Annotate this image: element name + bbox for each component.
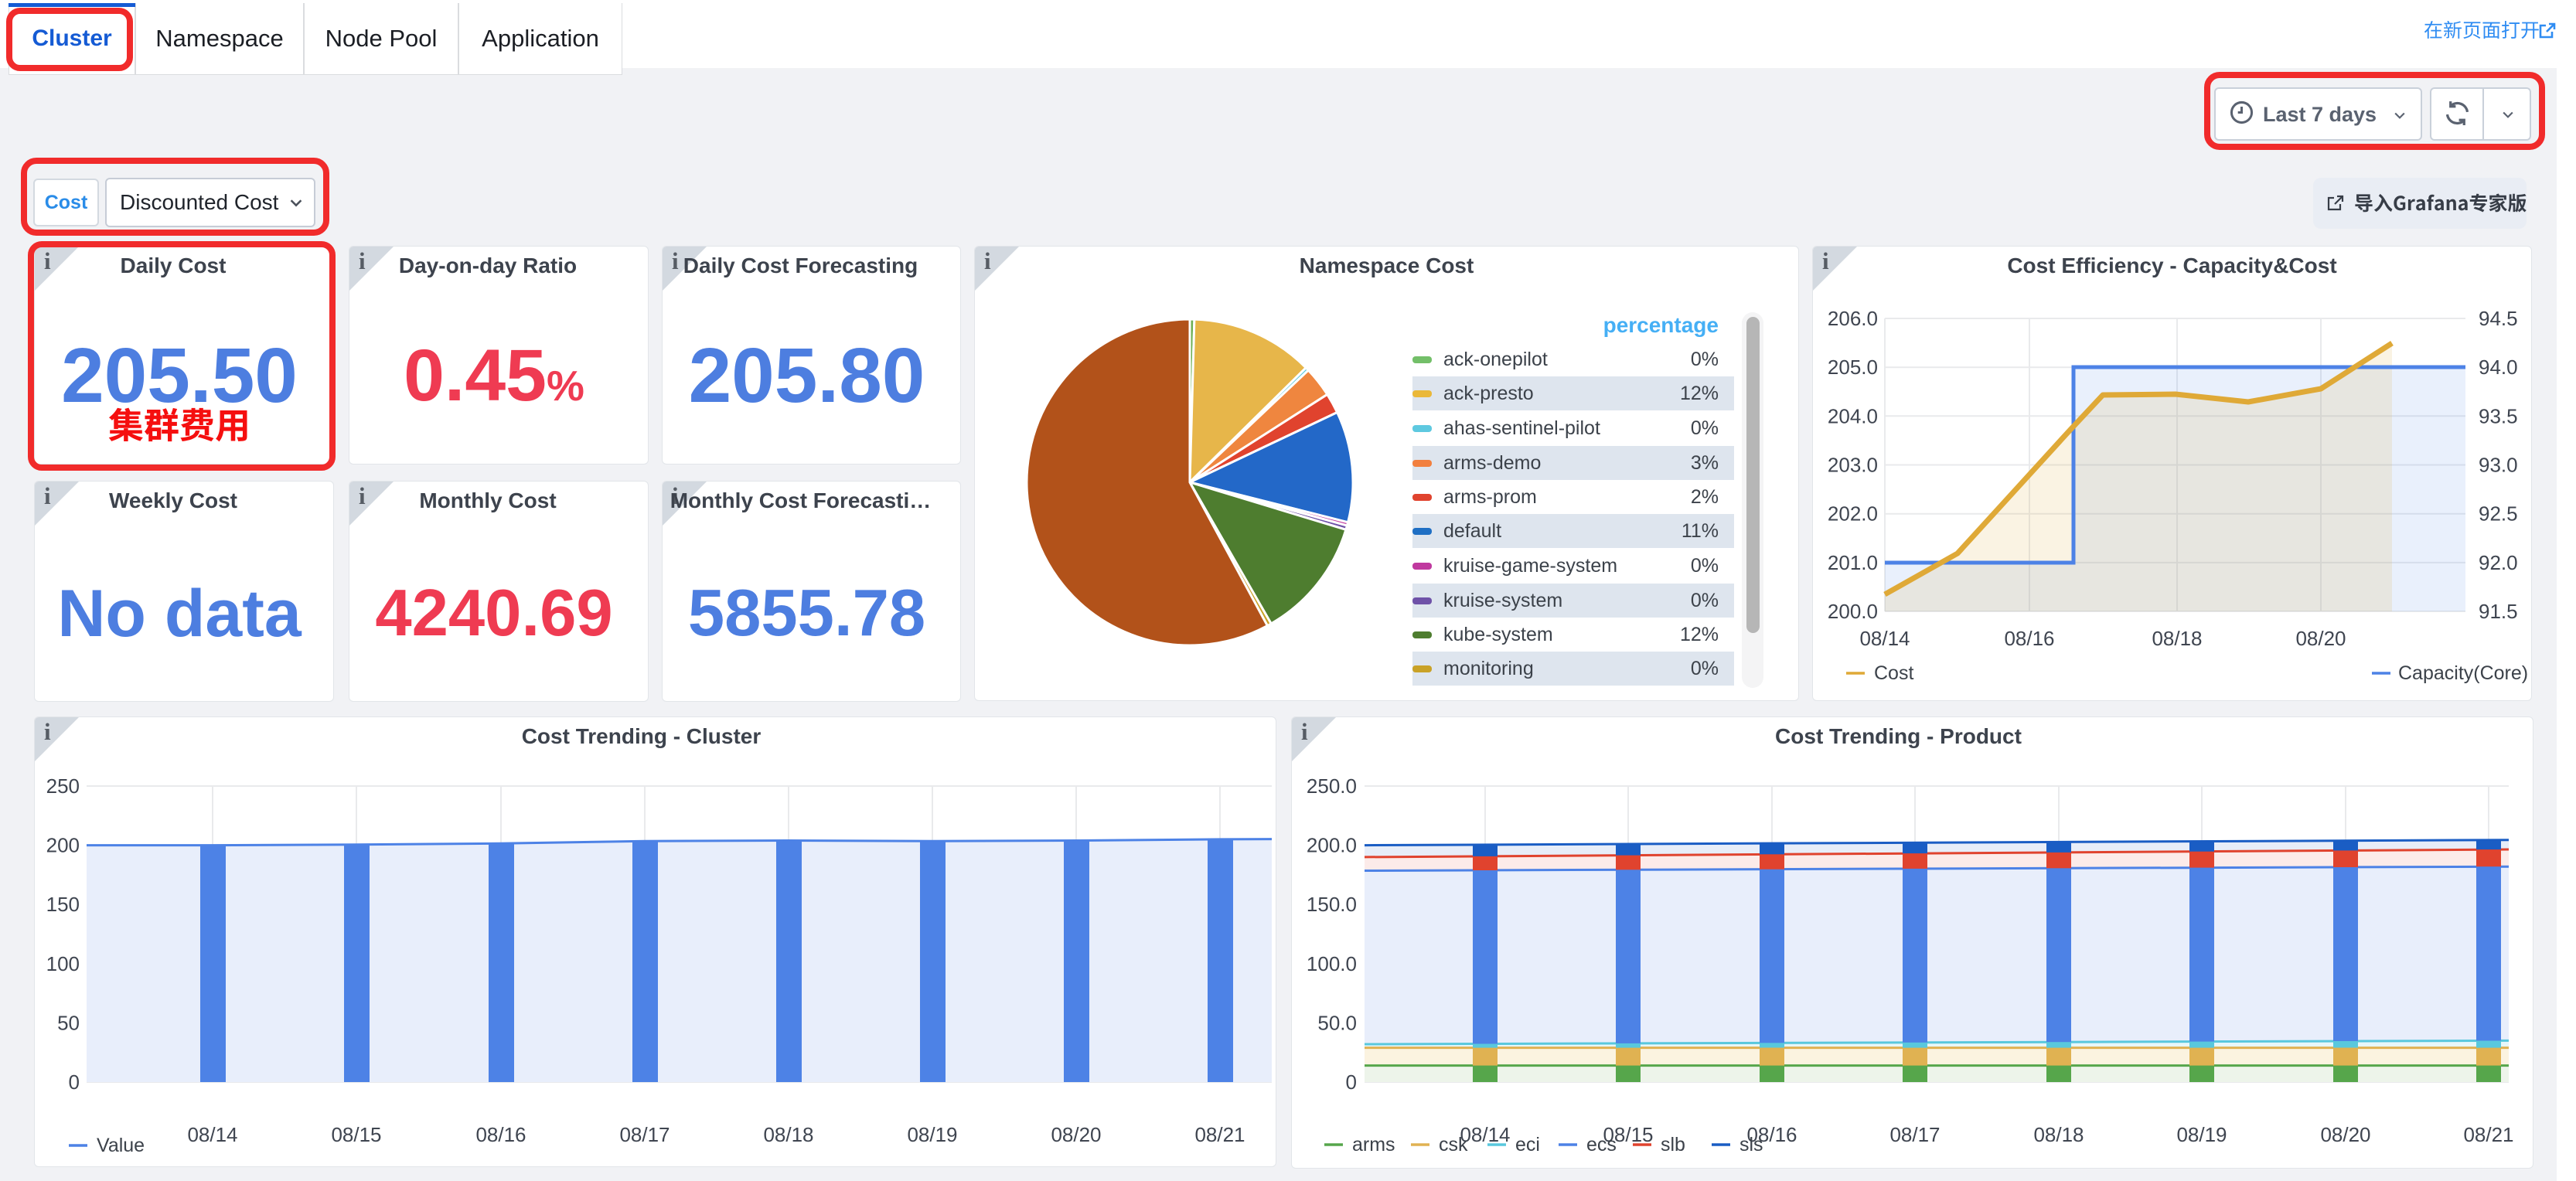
svg-text:08/15: 08/15 bbox=[331, 1123, 381, 1146]
svg-text:203.0: 203.0 bbox=[1828, 454, 1878, 477]
svg-text:08/18: 08/18 bbox=[763, 1123, 813, 1146]
svg-text:csk: csk bbox=[1439, 1134, 1468, 1155]
svg-text:92.5: 92.5 bbox=[2479, 502, 2518, 526]
svg-text:08/19: 08/19 bbox=[2176, 1123, 2227, 1146]
svg-text:ecs: ecs bbox=[1586, 1134, 1617, 1155]
svg-text:200.0: 200.0 bbox=[1828, 600, 1878, 623]
svg-text:150: 150 bbox=[46, 893, 80, 916]
svg-text:Cost: Cost bbox=[1874, 662, 1913, 684]
svg-text:200.0: 200.0 bbox=[1307, 834, 1357, 857]
svg-text:08/20: 08/20 bbox=[1051, 1123, 1101, 1146]
svg-text:91.5: 91.5 bbox=[2479, 600, 2518, 623]
svg-text:Capacity(Core): Capacity(Core) bbox=[2398, 662, 2528, 684]
svg-text:08/16: 08/16 bbox=[475, 1123, 526, 1146]
svg-text:08/14: 08/14 bbox=[187, 1123, 237, 1146]
svg-text:206.0: 206.0 bbox=[1828, 307, 1878, 330]
svg-text:08/17: 08/17 bbox=[619, 1123, 670, 1146]
svg-text:205.0: 205.0 bbox=[1828, 356, 1878, 379]
svg-text:0: 0 bbox=[69, 1070, 80, 1094]
svg-text:08/15: 08/15 bbox=[1603, 1123, 1653, 1146]
svg-text:250.0: 250.0 bbox=[1307, 774, 1357, 798]
svg-text:08/16: 08/16 bbox=[2004, 627, 2054, 650]
svg-text:94.0: 94.0 bbox=[2479, 356, 2518, 379]
svg-text:08/20: 08/20 bbox=[2295, 627, 2346, 650]
svg-text:08/14: 08/14 bbox=[1859, 627, 1910, 650]
svg-text:201.0: 201.0 bbox=[1828, 551, 1878, 574]
svg-text:Value: Value bbox=[97, 1135, 145, 1156]
svg-text:0: 0 bbox=[1346, 1070, 1357, 1094]
svg-text:50: 50 bbox=[57, 1011, 80, 1034]
svg-text:08/16: 08/16 bbox=[1746, 1123, 1797, 1146]
svg-text:93.0: 93.0 bbox=[2479, 454, 2518, 477]
svg-text:200: 200 bbox=[46, 834, 80, 857]
svg-text:202.0: 202.0 bbox=[1828, 502, 1878, 526]
svg-text:sls: sls bbox=[1739, 1134, 1763, 1155]
svg-text:08/20: 08/20 bbox=[2320, 1123, 2370, 1146]
svg-text:08/18: 08/18 bbox=[2033, 1123, 2084, 1146]
svg-text:100: 100 bbox=[46, 952, 80, 975]
svg-text:94.5: 94.5 bbox=[2479, 307, 2518, 330]
svg-text:150.0: 150.0 bbox=[1307, 893, 1357, 916]
svg-text:08/21: 08/21 bbox=[1194, 1123, 1245, 1146]
svg-text:arms: arms bbox=[1352, 1134, 1395, 1155]
svg-text:250: 250 bbox=[46, 774, 80, 798]
svg-text:50.0: 50.0 bbox=[1317, 1011, 1357, 1034]
svg-text:204.0: 204.0 bbox=[1828, 404, 1878, 427]
svg-text:08/19: 08/19 bbox=[907, 1123, 957, 1146]
svg-text:08/14: 08/14 bbox=[1460, 1123, 1510, 1146]
svg-text:slb: slb bbox=[1661, 1134, 1685, 1155]
svg-text:93.5: 93.5 bbox=[2479, 404, 2518, 427]
svg-text:eci: eci bbox=[1515, 1134, 1540, 1155]
svg-text:08/18: 08/18 bbox=[2152, 627, 2202, 650]
svg-text:100.0: 100.0 bbox=[1307, 952, 1357, 975]
svg-text:08/17: 08/17 bbox=[1889, 1123, 1940, 1146]
svg-text:92.0: 92.0 bbox=[2479, 551, 2518, 574]
svg-text:08/21: 08/21 bbox=[2463, 1123, 2513, 1146]
